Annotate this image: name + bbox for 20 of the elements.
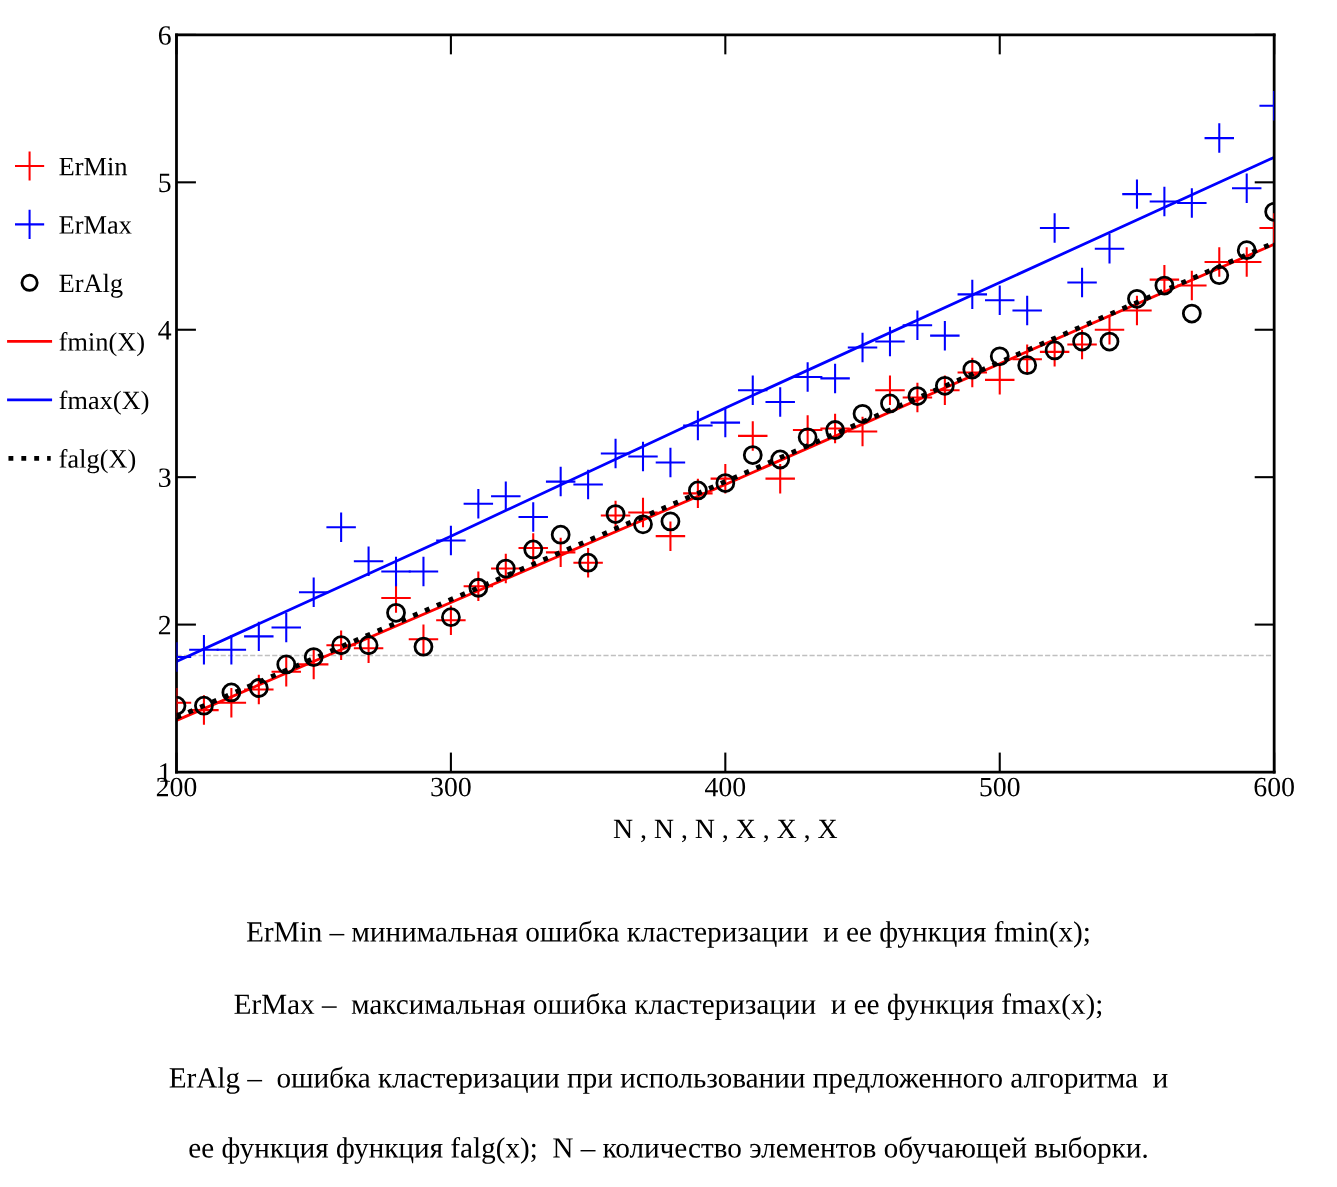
y-tick-label: 4 [158, 321, 172, 340]
x-tick-label: 600 [1254, 777, 1294, 797]
text: ErMin – минимальная ошибка кластеризации и ее функция fmin(x); [246, 920, 1089, 948]
text: ее функция функция falg(x); N – количество элементов обучающей выборки. [189, 1136, 1147, 1164]
legend-label: ErMin [59, 157, 128, 176]
x-tick-label: 500 [980, 777, 1020, 797]
legend-label: falg(X) [59, 449, 136, 474]
y-tick-label: 3 [159, 468, 171, 488]
y-tick-label: 5 [159, 173, 171, 193]
x-tick-label: 400 [705, 777, 746, 797]
y-tick-label: 2 [158, 615, 171, 635]
legend-label: ErAlg [59, 273, 123, 298]
text: ErMax – максимальная ошибка кластеризации и ее функция fmax(x); [234, 992, 1102, 1021]
x-axis-title: N , N , N , X , X , X [613, 819, 838, 843]
text: ErAlg – ошибка кластеризации при использовании предложенного алгоритма и [169, 1066, 1168, 1094]
y-tick-label: 6 [158, 26, 171, 45]
legend-label: ErMax [59, 216, 132, 234]
x-tick-label: 300 [431, 777, 471, 797]
legend-label: fmax(X) [59, 390, 149, 415]
legend-label: fmin(X) [59, 332, 144, 357]
